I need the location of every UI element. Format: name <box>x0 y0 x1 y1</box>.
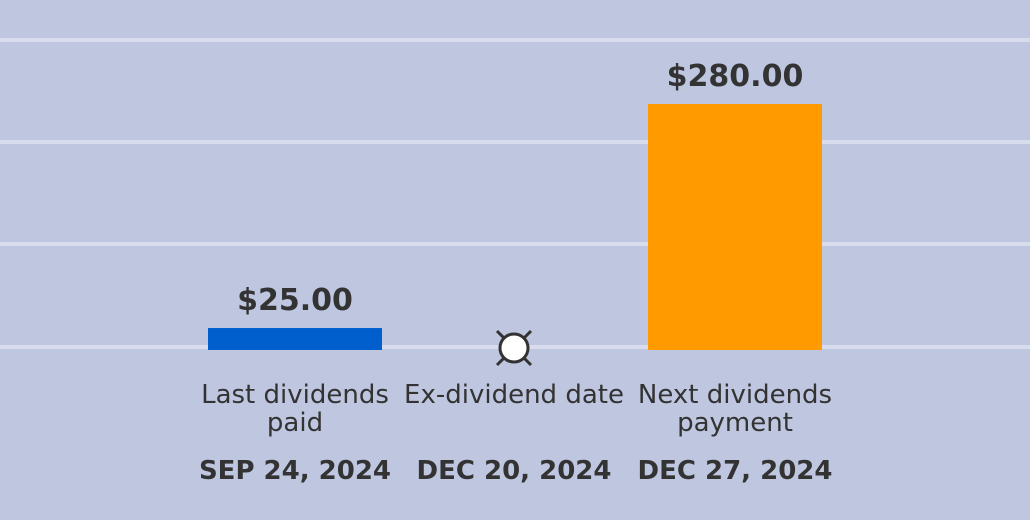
category-label: Ex-dividend date <box>404 380 624 410</box>
date-label: SEP 24, 2024 <box>198 456 392 486</box>
grid <box>0 38 1030 349</box>
date-label: DEC 27, 2024 <box>637 456 833 486</box>
category-label: Last dividends paid <box>201 380 389 438</box>
category-label: Next dividends payment <box>637 380 833 438</box>
ex-date-marker <box>495 329 533 367</box>
marker-circle <box>498 332 530 364</box>
bar <box>208 328 382 350</box>
date-label: DEC 20, 2024 <box>416 456 612 486</box>
bar <box>648 104 822 350</box>
value-label: $280.00 <box>667 59 804 94</box>
value-label: $25.00 <box>237 283 353 318</box>
